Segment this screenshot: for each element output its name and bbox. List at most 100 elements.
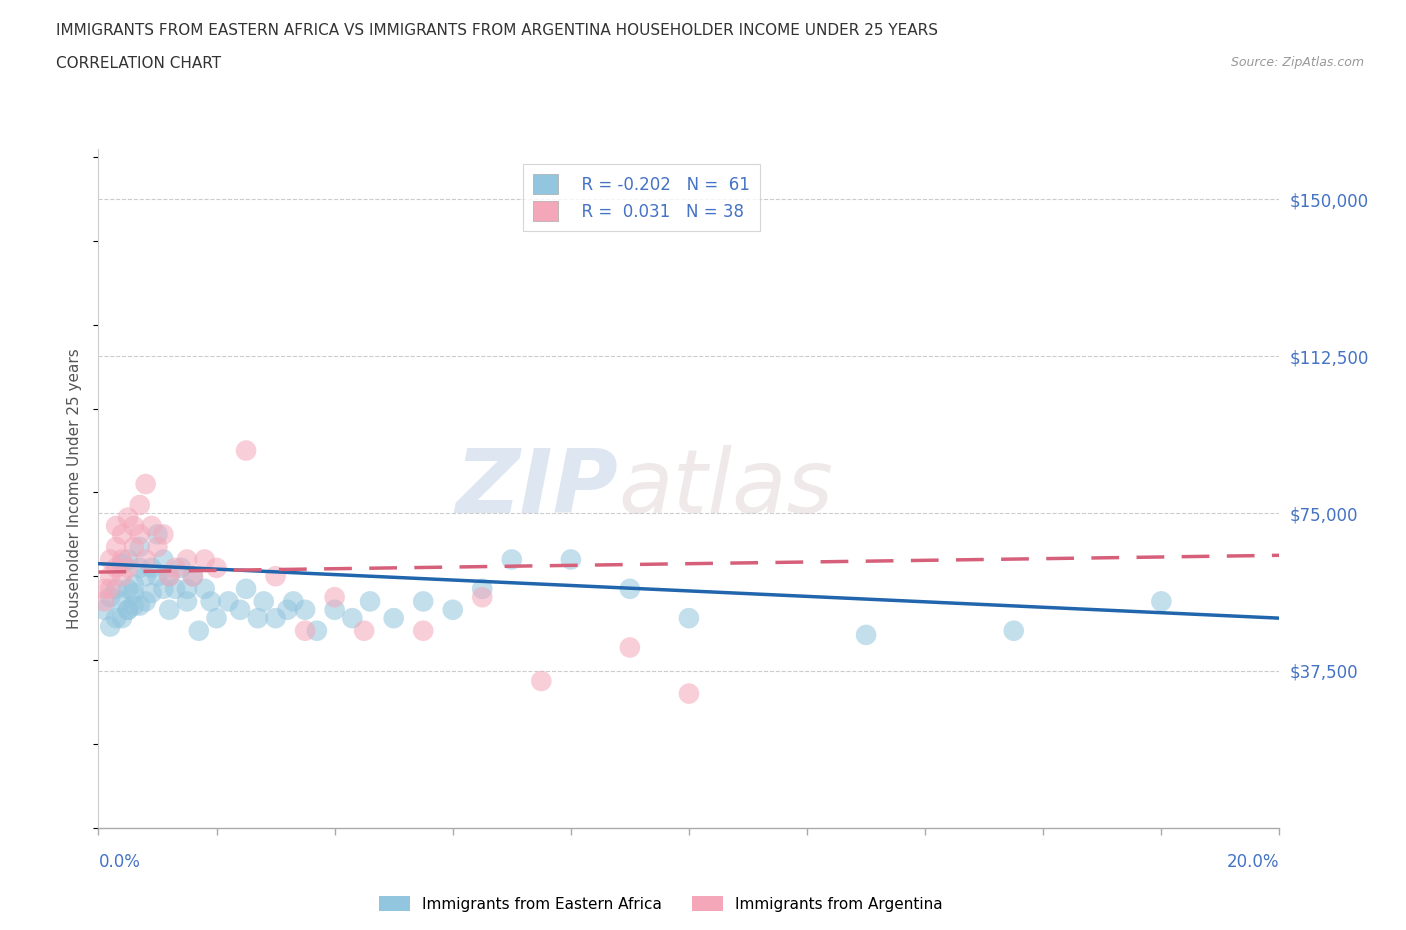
Point <box>122 578 145 592</box>
Point <box>111 594 134 609</box>
Point <box>146 527 169 542</box>
Point <box>157 569 180 584</box>
Point <box>105 539 128 554</box>
Y-axis label: Householder Income Under 25 years: Householder Income Under 25 years <box>67 348 83 629</box>
Text: Source: ZipAtlas.com: Source: ZipAtlas.com <box>1230 56 1364 69</box>
Point <box>135 594 157 609</box>
Text: atlas: atlas <box>619 445 832 531</box>
Point <box>111 611 134 626</box>
Point <box>141 519 163 534</box>
Point <box>117 561 139 576</box>
Point <box>117 511 139 525</box>
Point <box>264 611 287 626</box>
Point <box>229 603 252 618</box>
Text: 0.0%: 0.0% <box>98 853 141 870</box>
Point <box>157 603 180 618</box>
Point <box>323 603 346 618</box>
Point <box>152 552 174 567</box>
Point <box>1002 623 1025 638</box>
Point <box>165 561 187 576</box>
Text: IMMIGRANTS FROM EASTERN AFRICA VS IMMIGRANTS FROM ARGENTINA HOUSEHOLDER INCOME U: IMMIGRANTS FROM EASTERN AFRICA VS IMMIGR… <box>56 23 938 38</box>
Point <box>235 581 257 596</box>
Legend: Immigrants from Eastern Africa, Immigrants from Argentina: Immigrants from Eastern Africa, Immigran… <box>373 889 949 918</box>
Point <box>98 552 121 567</box>
Point <box>141 561 163 576</box>
Point <box>246 611 269 626</box>
Point <box>305 623 328 638</box>
Point <box>165 581 187 596</box>
Point <box>98 581 121 596</box>
Point <box>93 594 115 609</box>
Point <box>283 594 305 609</box>
Point <box>146 569 169 584</box>
Point <box>200 594 222 609</box>
Text: CORRELATION CHART: CORRELATION CHART <box>56 56 221 71</box>
Point <box>342 611 364 626</box>
Point <box>678 686 700 701</box>
Point <box>111 552 134 567</box>
Point <box>359 594 381 609</box>
Point <box>194 581 217 596</box>
Point <box>170 561 193 576</box>
Point <box>560 552 582 567</box>
Point <box>194 552 217 567</box>
Point <box>855 628 877 643</box>
Point <box>276 603 298 618</box>
Point <box>128 498 150 512</box>
Point <box>98 569 121 584</box>
Point <box>205 611 228 626</box>
Point <box>135 476 157 491</box>
Point <box>471 590 494 604</box>
Point <box>105 519 128 534</box>
Point <box>501 552 523 567</box>
Point <box>98 590 121 604</box>
Point <box>152 581 174 596</box>
Point <box>412 594 434 609</box>
Point <box>135 569 157 584</box>
Point <box>122 539 145 554</box>
Point <box>152 527 174 542</box>
Point <box>205 561 228 576</box>
Point <box>471 581 494 596</box>
Point <box>105 561 128 576</box>
Point <box>619 640 641 655</box>
Point <box>111 556 134 571</box>
Point <box>135 552 157 567</box>
Text: 20.0%: 20.0% <box>1227 853 1279 870</box>
Point <box>294 623 316 638</box>
Point <box>382 611 405 626</box>
Point <box>157 569 180 584</box>
Point <box>353 623 375 638</box>
Point <box>117 603 139 618</box>
Point <box>294 603 316 618</box>
Point <box>530 673 553 688</box>
Point <box>117 603 139 618</box>
Point <box>93 581 115 596</box>
Point <box>176 594 198 609</box>
Point <box>105 611 128 626</box>
Point <box>441 603 464 618</box>
Point <box>141 586 163 601</box>
Legend:   R = -0.202   N =  61,   R =  0.031   N = 38: R = -0.202 N = 61, R = 0.031 N = 38 <box>523 164 761 232</box>
Point <box>619 581 641 596</box>
Point <box>122 519 145 534</box>
Point <box>128 598 150 613</box>
Point <box>181 569 204 584</box>
Point <box>111 527 134 542</box>
Point <box>235 443 257 458</box>
Point <box>122 586 145 601</box>
Point <box>98 619 121 634</box>
Point <box>128 561 150 576</box>
Point <box>323 590 346 604</box>
Point <box>176 552 198 567</box>
Point <box>117 581 139 596</box>
Point <box>181 569 204 584</box>
Point <box>122 598 145 613</box>
Point <box>176 581 198 596</box>
Point <box>105 581 128 596</box>
Point <box>128 527 150 542</box>
Point <box>1150 594 1173 609</box>
Point <box>187 623 209 638</box>
Point <box>93 603 115 618</box>
Point <box>412 623 434 638</box>
